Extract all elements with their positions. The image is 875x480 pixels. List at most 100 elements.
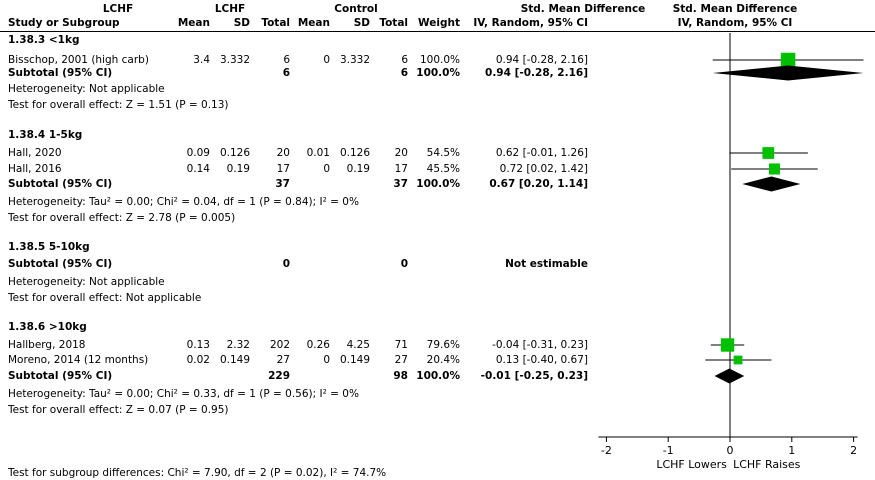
subtotal-diamond	[714, 368, 745, 384]
lchf-mean-header: Mean	[177, 17, 210, 29]
effect-ci-value: 0.13 [-0.40, 0.67]	[495, 354, 588, 366]
control-mean-value: 0.01	[306, 147, 330, 159]
subtotal-weight: 100.0%	[416, 370, 460, 382]
lchf-total-value: 20	[276, 147, 290, 159]
weight-value: 54.5%	[426, 147, 460, 159]
overall-effect-text: Test for overall effect: Z = 0.07 (P = 0…	[8, 404, 229, 416]
subtotal-diamond	[712, 65, 864, 81]
lchf-sd-value: 3.332	[219, 54, 250, 66]
weight-value: 100.0%	[419, 54, 460, 66]
subtotal-label: Subtotal (95% CI)	[8, 178, 113, 190]
x-axis-tick-label: -1	[663, 444, 674, 457]
subtotal-lchf-total: 0	[282, 258, 290, 270]
header-rule	[0, 31, 875, 32]
control-mean-header: Mean	[297, 17, 330, 29]
study-effect-marker	[762, 147, 775, 159]
heterogeneity-text: Heterogeneity: Tau² = 0.00; Chi² = 0.04,…	[8, 196, 359, 208]
subtotal-ci-value: 0.67 [0.20, 1.14]	[489, 178, 588, 190]
control-total-value: 27	[394, 354, 408, 366]
x-axis-tick-label: 0	[727, 444, 734, 457]
lchf-total-value: 202	[269, 339, 290, 351]
x-axis-tick-label: -2	[601, 444, 612, 457]
control-mean-value: 0	[323, 354, 330, 366]
control-sd-value: 0.19	[346, 163, 370, 175]
subtotal-ci-value: 0.94 [-0.28, 2.16]	[485, 67, 588, 79]
heterogeneity-text: Heterogeneity: Not applicable	[8, 83, 165, 95]
subtotal-ci-value: Not estimable	[505, 258, 588, 270]
study-name: Moreno, 2014 (12 months)	[8, 354, 149, 366]
subgroup-title: 1.38.4 1-5kg	[8, 129, 83, 141]
effect-ci-value: -0.04 [-0.31, 0.23]	[492, 339, 588, 351]
study-effect-marker	[780, 52, 796, 68]
weight-value: 79.6%	[426, 339, 460, 351]
subtotal-control-total: 37	[393, 178, 408, 190]
subtotal-label: Subtotal (95% CI)	[8, 67, 113, 79]
subtotal-lchf-total: 37	[275, 178, 290, 190]
study-effect-marker	[768, 163, 781, 175]
effect-header-title: Std. Mean Difference	[520, 3, 646, 15]
plot-method-header: IV, Random, 95% CI	[677, 17, 793, 29]
subtotal-label: Subtotal (95% CI)	[8, 258, 113, 270]
group1-header: LCHF	[102, 3, 134, 15]
subtotal-control-total: 6	[400, 67, 408, 79]
overall-effect-text: Test for overall effect: Not applicable	[8, 292, 202, 304]
control-total-value: 17	[394, 163, 408, 175]
subtotal-diamond	[742, 176, 801, 192]
lchf-sd-value: 2.32	[226, 339, 250, 351]
lchf-sd-value: 0.19	[226, 163, 250, 175]
subtotal-control-total: 98	[393, 370, 408, 382]
subgroup-title: 1.38.3 <1kg	[8, 34, 80, 46]
study-column-header: Study or Subgroup	[8, 17, 120, 29]
control-total-header: Total	[379, 17, 408, 29]
lchf-total-header: Total	[261, 17, 290, 29]
control-total-value: 20	[394, 147, 408, 159]
overall-effect-text: Test for overall effect: Z = 2.78 (P = 0…	[8, 212, 236, 224]
control-mean-value: 0	[323, 163, 330, 175]
control-total-value: 6	[401, 54, 408, 66]
control-total-value: 71	[394, 339, 408, 351]
subtotal-control-total: 0	[400, 258, 408, 270]
study-name: Hallberg, 2018	[8, 339, 86, 351]
control-sd-header: SD	[353, 17, 370, 29]
weight-value: 45.5%	[426, 163, 460, 175]
lchf-mean-value: 0.02	[186, 354, 210, 366]
subgroup-title: 1.38.6 >10kg	[8, 321, 87, 333]
effect-ci-value: 0.62 [-0.01, 1.26]	[495, 147, 588, 159]
weight-value: 20.4%	[426, 354, 460, 366]
subtotal-weight: 100.0%	[416, 178, 460, 190]
control-sd-value: 0.149	[339, 354, 370, 366]
lchf-total-value: 17	[276, 163, 290, 175]
control-mean-value: 0	[323, 54, 330, 66]
study-name: Bisschop, 2001 (high carb)	[8, 54, 149, 66]
lchf-mean-value: 0.13	[186, 339, 210, 351]
subtotal-weight: 100.0%	[416, 67, 460, 79]
control-mean-value: 0.26	[306, 339, 330, 351]
control-sd-value: 3.332	[339, 54, 370, 66]
x-axis-label-right: LCHF Raises	[733, 458, 801, 471]
x-axis-tick-label: 1	[788, 444, 795, 457]
lchf-sd-value: 0.126	[219, 147, 250, 159]
effect-ci-value: 0.72 [0.02, 1.42]	[499, 163, 588, 175]
study-name: Hall, 2020	[8, 147, 62, 159]
x-axis-tick-label: 2	[850, 444, 857, 457]
lchf-mean-value: 3.4	[193, 54, 210, 66]
study-effect-marker	[720, 338, 735, 352]
lchf-mean-value: 0.14	[186, 163, 210, 175]
weight-header: Weight	[418, 17, 460, 29]
subtotal-label: Subtotal (95% CI)	[8, 370, 113, 382]
effect-ci-value: 0.94 [-0.28, 2.16]	[495, 54, 588, 66]
lchf-sd-header: SD	[233, 17, 250, 29]
control-group-header: Control	[334, 3, 378, 15]
control-sd-value: 0.126	[339, 147, 370, 159]
subgroup-title: 1.38.5 5-10kg	[8, 241, 90, 253]
control-sd-value: 4.25	[346, 339, 370, 351]
heterogeneity-text: Heterogeneity: Not applicable	[8, 276, 165, 288]
x-axis-label-left: LCHF Lowers	[656, 458, 727, 471]
subtotal-lchf-total: 6	[282, 67, 290, 79]
lchf-sd-value: 0.149	[219, 354, 250, 366]
subgroup-difference-test: Test for subgroup differences: Chi² = 7.…	[8, 467, 387, 479]
lchf-total-value: 27	[276, 354, 290, 366]
overall-effect-text: Test for overall effect: Z = 1.51 (P = 0…	[8, 99, 229, 111]
lchf-group-header: LCHF	[214, 3, 246, 15]
